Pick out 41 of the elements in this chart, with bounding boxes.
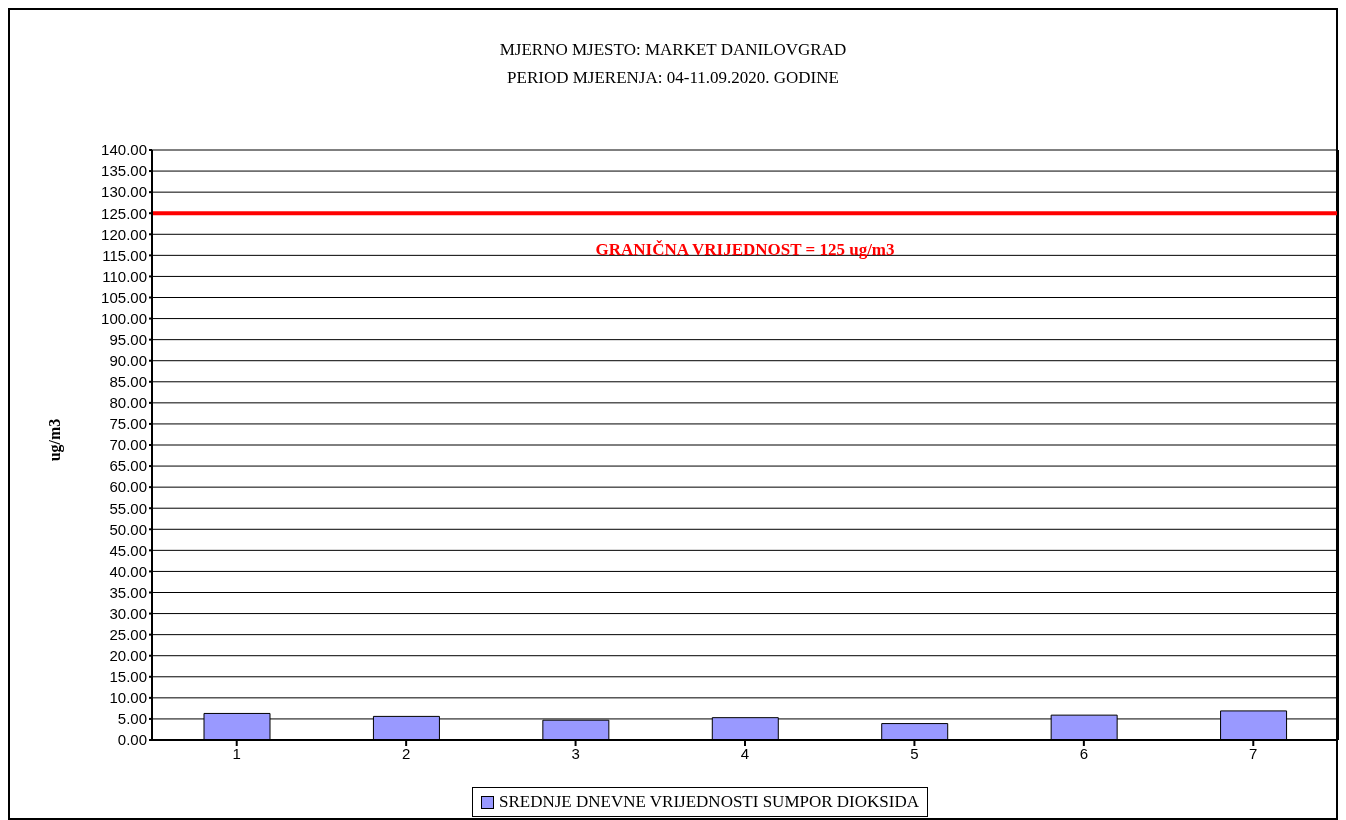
ref-line-label: GRANIČNA VRIJEDNOST = 125 ug/m3 (595, 240, 895, 260)
y-tick-label: 20.00 (109, 647, 147, 665)
y-tick-label: 125.00 (101, 204, 147, 222)
chart-subtitle: PERIOD MJERENJA: 04-11.09.2020. GODINE (506, 67, 840, 89)
y-tick-label: 10.00 (109, 689, 147, 707)
y-tick-label: 60.00 (109, 478, 147, 496)
y-tick-label: 105.00 (101, 288, 147, 306)
y-axis-title: ug/m3 (46, 418, 65, 462)
y-tick-label: 85.00 (109, 373, 147, 391)
chart-title: MJERNO MJESTO: MARKET DANILOVGRAD (498, 39, 848, 61)
y-tick-label: 15.00 (109, 668, 147, 686)
y-tick-label: 130.00 (101, 183, 147, 201)
y-tick-label: 50.00 (109, 520, 147, 538)
y-tick-label: 30.00 (109, 604, 147, 622)
y-tick-label: 70.00 (109, 436, 147, 454)
y-tick-label: 90.00 (109, 352, 147, 370)
x-tick-label: 4 (740, 744, 750, 762)
y-tick-label: 120.00 (101, 225, 147, 243)
y-tick-label: 55.00 (109, 499, 147, 517)
x-tick-label: 6 (1079, 744, 1089, 762)
x-tick-label: 7 (1249, 744, 1258, 762)
y-tick-label: 35.00 (109, 583, 147, 601)
x-tick-label: 2 (401, 744, 411, 762)
y-tick-label: 25.00 (109, 625, 147, 643)
y-tick-label: 75.00 (109, 415, 147, 433)
y-tick-label: 110.00 (102, 267, 147, 285)
y-tick-label: 115.00 (102, 246, 147, 264)
y-tick-label: 65.00 (109, 457, 147, 475)
y-tick-label: 140.00 (101, 141, 147, 159)
y-tick-label: 135.00 (101, 162, 147, 180)
y-tick-label: 95.00 (109, 330, 147, 348)
x-tick-label: 3 (571, 744, 580, 762)
legend-label: SREDNJE DNEVNE VRIJEDNOSTI SUMPOR DIOKSIDA (498, 792, 919, 812)
y-tick-label: 40.00 (109, 562, 147, 580)
y-tick-label: 45.00 (109, 541, 147, 559)
y-tick-label: 100.00 (101, 309, 147, 327)
y-tick-label: 80.00 (109, 394, 147, 412)
x-tick-label: 1 (232, 744, 241, 762)
x-tick-label: 5 (910, 744, 919, 762)
y-tick-label: 5.00 (117, 710, 147, 728)
y-tick-label: 0.00 (117, 731, 147, 749)
